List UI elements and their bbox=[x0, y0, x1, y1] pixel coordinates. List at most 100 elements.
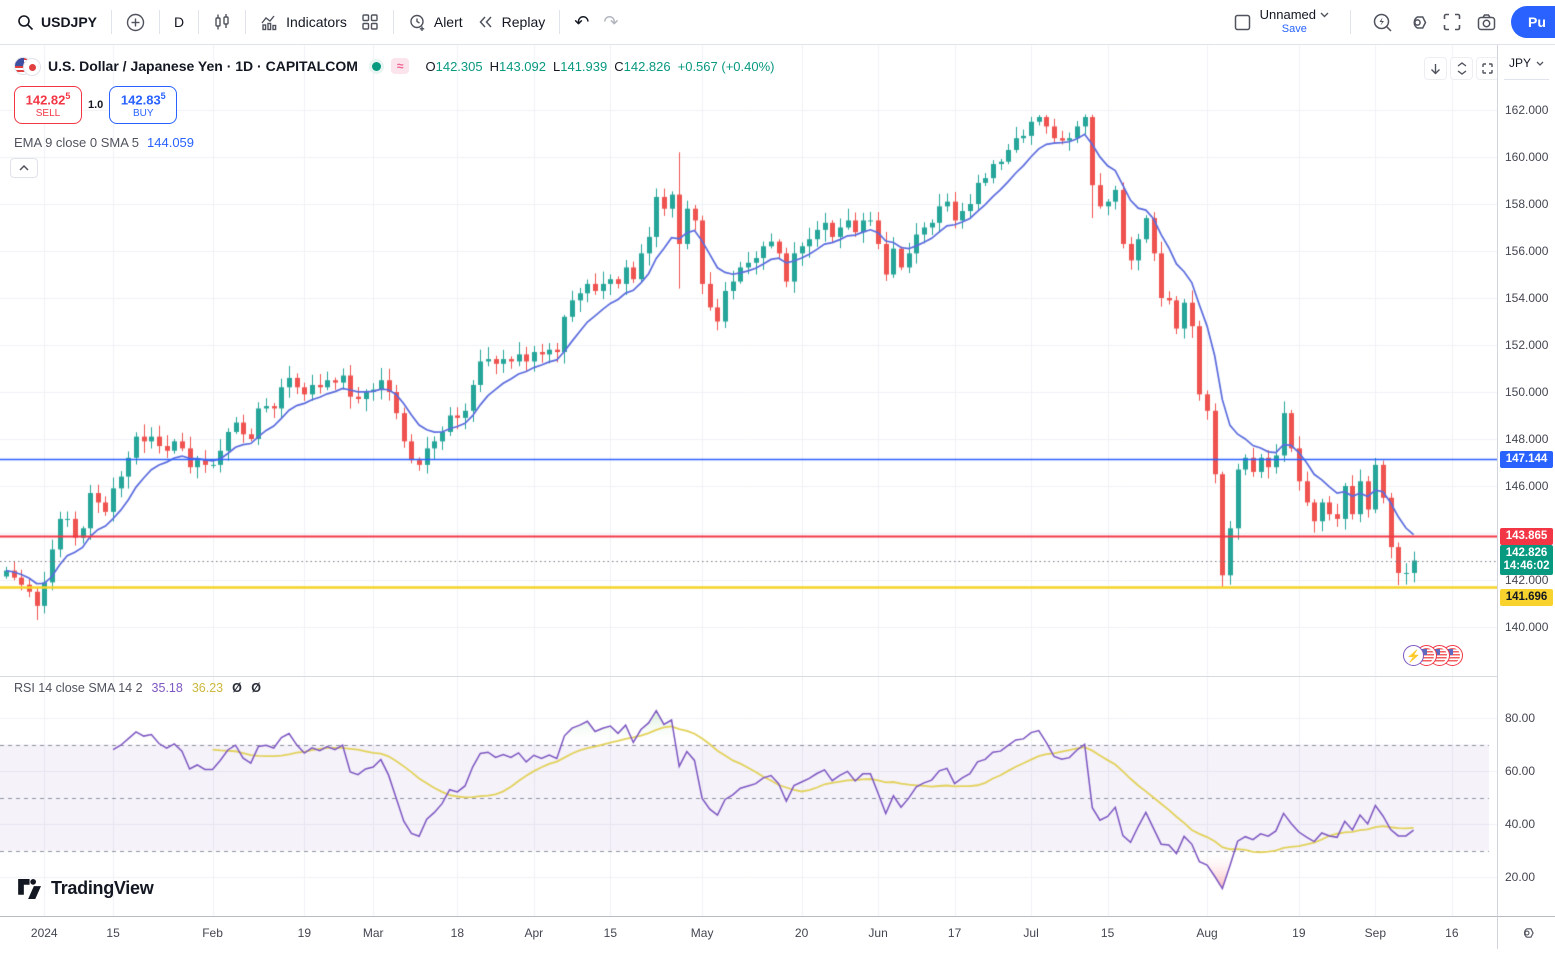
usdjpy-flag-icon bbox=[14, 57, 41, 76]
save-button[interactable]: Save bbox=[1281, 23, 1307, 35]
time-axis-label: May bbox=[690, 926, 714, 940]
layout-group: Unnamed Save bbox=[1233, 8, 1329, 36]
chevron-down-icon bbox=[1536, 61, 1544, 66]
price-axis-tick: 154.000 bbox=[1505, 291, 1549, 305]
time-axis-label: 20 bbox=[794, 926, 809, 940]
layout-name-menu[interactable]: Unnamed Save bbox=[1260, 8, 1329, 36]
indicators-button[interactable]: Indicators bbox=[253, 7, 354, 37]
rsi-null-values: Ø Ø bbox=[232, 681, 265, 695]
fullscreen-icon[interactable] bbox=[1442, 12, 1462, 32]
indicator-templates-button[interactable] bbox=[354, 7, 386, 37]
time-axis[interactable]: 2024 15 Feb 19 Mar 18 Apr 15 May 20 Jun 17 Jul 15 Aug 1… bbox=[0, 916, 1497, 950]
price-axis-tick: 142.000 bbox=[1505, 573, 1549, 587]
event-markers: ⚡ bbox=[1403, 645, 1463, 666]
rsi-label: RSI 14 close SMA 14 2 bbox=[14, 681, 143, 695]
legend-collapse-button[interactable] bbox=[10, 158, 38, 178]
pane-controls bbox=[1424, 57, 1499, 80]
time-axis-label: Jun bbox=[868, 926, 888, 940]
price-tag-141.696: 141.696 bbox=[1500, 588, 1553, 606]
price-axis-tick: 162.000 bbox=[1505, 103, 1549, 117]
rsi-axis-tick: 80.00 bbox=[1505, 711, 1536, 725]
price-axis-tick: 146.000 bbox=[1505, 479, 1549, 493]
detach-pane-button[interactable] bbox=[1476, 57, 1499, 80]
ema-indicator-legend[interactable]: EMA 9 close 0 SMA 5 144.059 bbox=[14, 135, 194, 150]
compare-add-button[interactable] bbox=[119, 7, 152, 37]
brand-name: TradingView bbox=[51, 878, 154, 898]
divider bbox=[111, 10, 113, 34]
tradingview-logo[interactable]: TradingView bbox=[18, 878, 154, 899]
time-axis-label: Feb bbox=[202, 926, 223, 940]
time-axis-label: Mar bbox=[362, 926, 384, 940]
top-toolbar: USDJPY D Indi bbox=[0, 0, 1555, 45]
time-axis-settings-button[interactable] bbox=[1497, 916, 1555, 949]
multichart-checkbox-icon[interactable] bbox=[1233, 13, 1252, 32]
price-axis-tick: 148.000 bbox=[1505, 432, 1549, 446]
undo-button[interactable]: ↶ bbox=[574, 12, 590, 32]
ema-value: 144.059 bbox=[147, 135, 195, 150]
alert-clock-icon bbox=[408, 13, 427, 32]
price-axis-tick: 158.000 bbox=[1505, 197, 1549, 211]
trade-panel: 142.825 SELL 1.0 142.835 BUY bbox=[14, 86, 178, 124]
rsi-chart-canvas[interactable] bbox=[0, 676, 1497, 916]
price-axis-tick: 152.000 bbox=[1505, 338, 1549, 352]
ema-label: EMA 9 close 0 SMA 5 bbox=[14, 135, 140, 150]
time-axis-label: Aug bbox=[1196, 926, 1218, 940]
rsi-indicator-legend[interactable]: RSI 14 close SMA 14 2 35.18 36.23 Ø Ø bbox=[14, 681, 264, 695]
ohlc-values: O142.305 H143.092 L141.939 C142.826 +0.5… bbox=[425, 58, 775, 74]
time-axis-label: 19 bbox=[297, 926, 312, 940]
chevron-down-icon bbox=[1320, 12, 1329, 18]
quick-search-icon[interactable] bbox=[1372, 12, 1393, 33]
alert-button[interactable]: Alert bbox=[401, 7, 470, 37]
price-axis[interactable]: JPY 162.000 160.000 158.000 156.000 154.000 1… bbox=[1497, 45, 1555, 916]
replay-button[interactable]: Replay bbox=[470, 7, 553, 37]
rsi-sma-value: 36.23 bbox=[191, 681, 224, 695]
interval-label: D bbox=[174, 14, 185, 30]
snapshot-camera-icon[interactable] bbox=[1476, 12, 1497, 33]
time-axis-label: 18 bbox=[450, 926, 465, 940]
time-axis-label: Jul bbox=[1023, 926, 1039, 940]
time-axis-label: Sep bbox=[1364, 926, 1387, 940]
move-pane-down-button[interactable] bbox=[1424, 57, 1447, 80]
chevron-up-icon bbox=[19, 165, 29, 171]
flash-event-icon[interactable]: ⚡ bbox=[1403, 645, 1424, 666]
arrow-down-icon bbox=[1431, 63, 1440, 74]
time-axis-label: 15 bbox=[603, 926, 618, 940]
currency-label: JPY bbox=[1508, 56, 1531, 70]
chart-style-button[interactable] bbox=[206, 7, 238, 37]
time-axis-label: Apr bbox=[524, 926, 544, 940]
buy-button[interactable]: 142.835 BUY bbox=[109, 86, 178, 124]
time-axis-label: 17 bbox=[947, 926, 962, 940]
pane-separator[interactable] bbox=[0, 676, 1555, 677]
time-axis-label: 16 bbox=[1445, 926, 1459, 940]
time-axis-label: 15 bbox=[1100, 926, 1115, 940]
market-status-dot-icon[interactable] bbox=[371, 61, 381, 71]
indicators-icon bbox=[260, 13, 279, 32]
rsi-axis-tick: 40.00 bbox=[1505, 817, 1536, 831]
redo-button[interactable]: ↷ bbox=[603, 12, 619, 32]
spread-value: 1.0 bbox=[88, 99, 104, 111]
symbol-search-button[interactable]: USDJPY bbox=[10, 7, 104, 37]
grid-layout-icon bbox=[361, 13, 379, 31]
symbol-title[interactable]: U.S. Dollar / Japanese Yen · 1D · CAPITA… bbox=[48, 58, 358, 74]
delayed-data-badge[interactable]: ≈ bbox=[390, 58, 410, 74]
brackets-icon bbox=[1482, 63, 1493, 74]
price-axis-tick: 156.000 bbox=[1505, 244, 1549, 258]
sell-button[interactable]: 142.825 SELL bbox=[14, 86, 82, 124]
interval-button[interactable]: D bbox=[167, 7, 191, 37]
plus-circle-icon bbox=[126, 13, 145, 32]
rsi-value: 35.18 bbox=[151, 681, 183, 695]
price-tag-143.865: 143.865 bbox=[1500, 527, 1553, 545]
settings-gear-icon[interactable] bbox=[1407, 12, 1428, 33]
rsi-axis-tick: 20.00 bbox=[1505, 870, 1536, 884]
divider bbox=[198, 10, 200, 34]
expand-chevrons-icon bbox=[1457, 62, 1466, 75]
publish-button[interactable]: Pu bbox=[1511, 6, 1555, 38]
price-chart-canvas[interactable] bbox=[0, 45, 1497, 676]
maximize-pane-button[interactable] bbox=[1450, 57, 1473, 80]
symbol-label: USDJPY bbox=[41, 14, 98, 30]
chart-legend-header[interactable]: U.S. Dollar / Japanese Yen · 1D · CAPITA… bbox=[14, 57, 775, 76]
indicators-label: Indicators bbox=[286, 14, 347, 30]
divider bbox=[559, 10, 561, 34]
currency-dropdown[interactable]: JPY bbox=[1504, 51, 1549, 80]
